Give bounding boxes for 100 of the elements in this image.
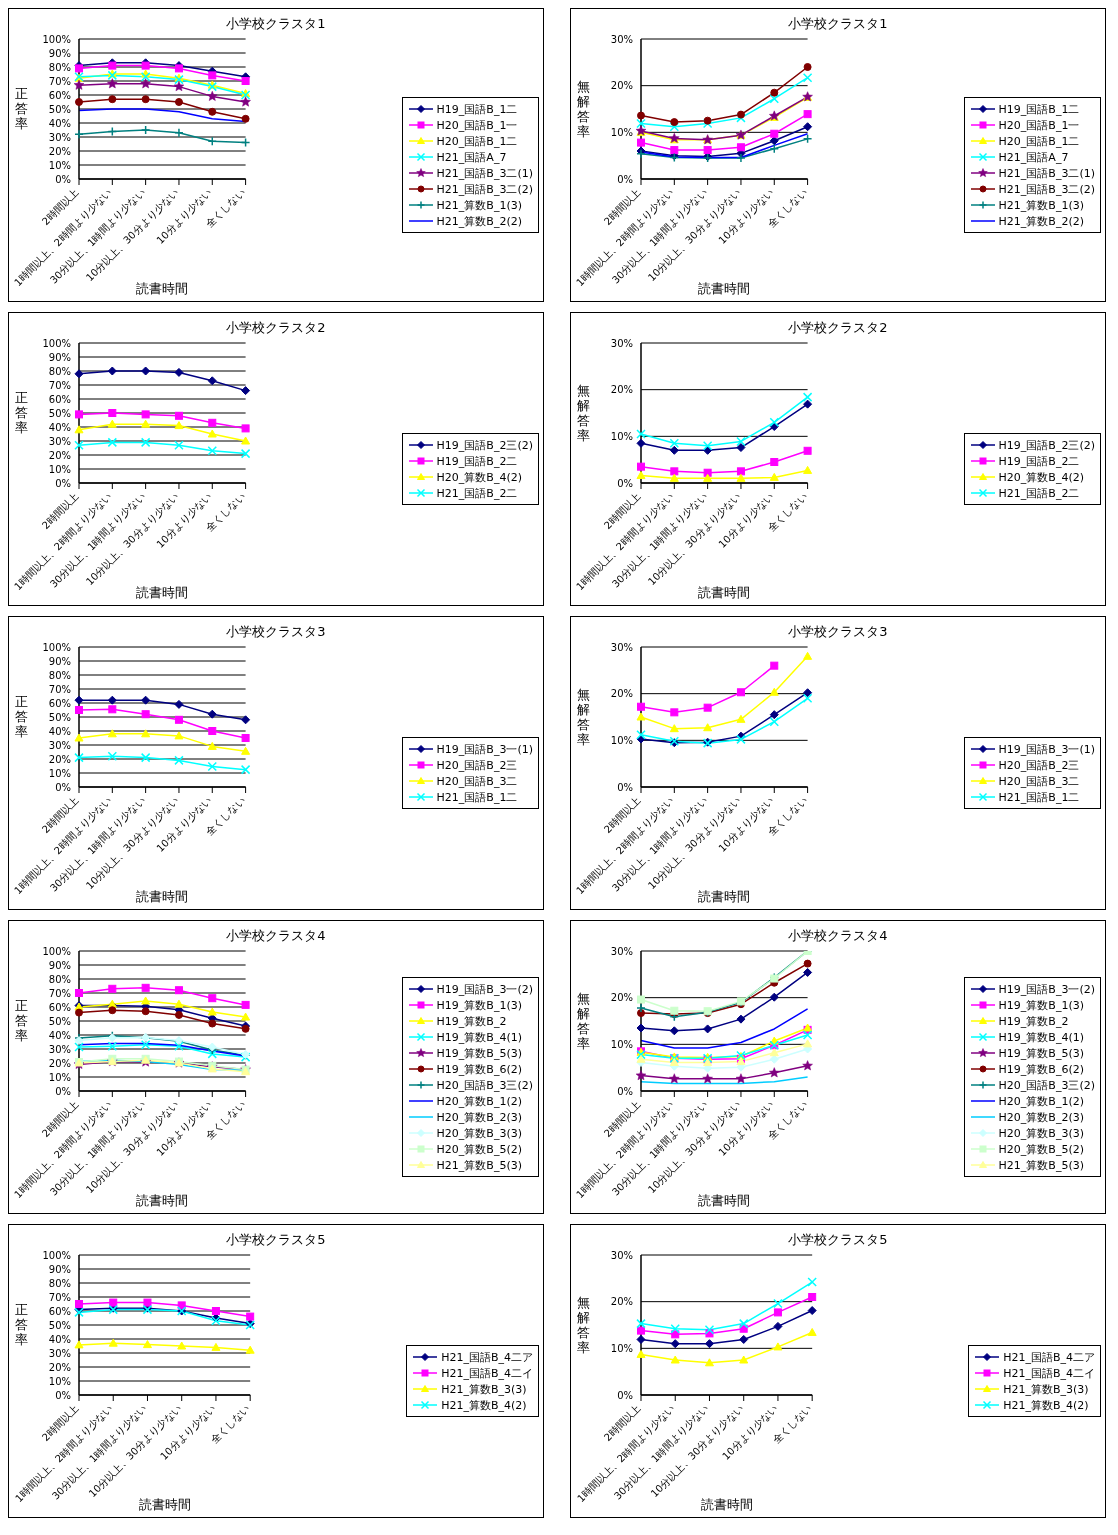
- x-axis-title: 読書時間: [136, 1193, 189, 1208]
- y-axis-title: 無解答率: [576, 991, 590, 1051]
- legend-label: H19_国語B_3一(1): [998, 741, 1095, 757]
- legend-label: H19_算数B_5(3): [436, 1045, 522, 1061]
- y-tick-label: 30%: [48, 1043, 71, 1055]
- text: 小学校クラスタ1: [787, 15, 889, 33]
- y-tick-label: 100%: [42, 1249, 71, 1261]
- y-tick-label: 80%: [48, 365, 71, 377]
- y-tick-label: 0%: [617, 173, 633, 185]
- legend-label: H19_算数B_1(3): [998, 997, 1084, 1013]
- text: 小学校クラスタ2: [787, 319, 889, 337]
- y-tick-label: 0%: [55, 781, 71, 793]
- y-tick-label: 30%: [610, 641, 633, 653]
- y-tick-label: 90%: [48, 351, 71, 363]
- y-tick-label: 50%: [48, 711, 71, 723]
- legend-label: H20_算数B_2(3): [998, 1109, 1084, 1125]
- y-tick-label: 0%: [55, 477, 71, 489]
- y-tick-label: 30%: [48, 1347, 71, 1359]
- legend-label: H21_国語B_3二(1): [998, 165, 1095, 181]
- y-tick-label: 80%: [48, 1277, 71, 1289]
- legend-label: H19_算数B_2: [436, 1013, 507, 1029]
- x-axis-title: 読書時間: [698, 889, 751, 904]
- legend-label: H19_国語B_2二: [436, 453, 518, 469]
- y-tick-label: 30%: [610, 1249, 633, 1261]
- x-axis-title: 読書時間: [136, 585, 189, 600]
- legend-label: H21_国語B_3二(2): [998, 181, 1095, 197]
- legend-label: H20_算数B_3(3): [998, 1125, 1084, 1141]
- y-tick-label: 100%: [42, 33, 71, 45]
- y-tick-label: 10%: [610, 734, 633, 746]
- y-tick-label: 0%: [617, 1085, 633, 1097]
- y-axis-title: 無解答率: [576, 1295, 590, 1355]
- y-tick-label: 10%: [48, 1375, 71, 1387]
- y-tick-label: 10%: [610, 1038, 633, 1050]
- y-tick-label: 20%: [610, 1296, 633, 1308]
- legend-label: H19_国語B_2三(2): [998, 437, 1095, 453]
- y-tick-label: 10%: [48, 463, 71, 475]
- y-tick-label: 30%: [610, 33, 633, 45]
- y-tick-label: 20%: [48, 449, 71, 461]
- y-tick-label: 70%: [48, 1291, 71, 1303]
- y-tick-label: 30%: [48, 739, 71, 751]
- legend-label: H21_算数B_5(3): [436, 1157, 522, 1173]
- y-tick-label: 90%: [48, 1263, 71, 1275]
- y-tick-label: 80%: [48, 669, 71, 681]
- y-tick-label: 50%: [48, 407, 71, 419]
- y-tick-label: 50%: [48, 1015, 71, 1027]
- y-tick-label: 0%: [55, 1085, 71, 1097]
- text: 小学校クラスタ4: [787, 927, 889, 945]
- legend-label: H20_算数B_1(2): [998, 1093, 1084, 1109]
- legend-label: H19_算数B_4(1): [436, 1029, 522, 1045]
- y-tick-label: 30%: [48, 435, 71, 447]
- y-tick-label: 80%: [48, 973, 71, 985]
- y-tick-label: 20%: [610, 688, 633, 700]
- y-tick-label: 90%: [48, 655, 71, 667]
- legend-label: H20_算数B_3(3): [436, 1125, 522, 1141]
- y-tick-label: 60%: [48, 393, 71, 405]
- y-tick-label: 10%: [610, 1342, 633, 1354]
- legend-label: H19_国語B_3一(2): [436, 981, 533, 997]
- x-axis-title: 読書時間: [700, 1497, 753, 1512]
- legend-label: H20_国語B_3三(2): [436, 1077, 533, 1093]
- y-tick-label: 60%: [48, 1305, 71, 1317]
- y-tick-label: 20%: [610, 992, 633, 1004]
- y-tick-label: 90%: [48, 47, 71, 59]
- y-tick-label: 40%: [48, 725, 71, 737]
- y-tick-label: 20%: [48, 1057, 71, 1069]
- y-tick-label: 90%: [48, 959, 71, 971]
- y-tick-label: 10%: [610, 126, 633, 138]
- legend-label: H21_算数B_5(3): [998, 1157, 1084, 1173]
- legend-label: H20_国語B_1二: [436, 133, 518, 149]
- chart-title: 小学校クラスタ5: [225, 1231, 327, 1249]
- legend-label: H21_国語B_3二(2): [436, 181, 533, 197]
- text: 小学校クラスタ1: [225, 15, 327, 33]
- y-tick-label: 30%: [610, 337, 633, 349]
- legend-label: H21_算数B_3(3): [1003, 1381, 1089, 1397]
- legend-label: H21_算数B_2(2): [436, 213, 522, 229]
- legend-label: H21_算数B_3(3): [441, 1381, 527, 1397]
- legend-label: H20_算数B_5(2): [436, 1141, 522, 1157]
- y-tick-label: 20%: [48, 145, 71, 157]
- legend-label: H19_国語B_3一(2): [998, 981, 1095, 997]
- legend-label: H20_算数B_1(2): [436, 1093, 522, 1109]
- legend-label: H20_国語B_2三: [436, 757, 518, 773]
- legend-label: H19_国語B_3一(1): [436, 741, 533, 757]
- text: 小学校クラスタ3: [787, 623, 889, 641]
- legend-label: H21_算数B_2(2): [998, 213, 1084, 229]
- y-tick-label: 0%: [617, 781, 633, 793]
- y-tick-label: 0%: [55, 173, 71, 185]
- legend-label: H21_国語B_2二: [998, 485, 1080, 501]
- y-tick-label: 0%: [617, 477, 633, 489]
- y-tick-label: 50%: [48, 1319, 71, 1331]
- legend-label: H19_国語B_1二: [998, 101, 1080, 117]
- legend-label: H20_算数B_4(2): [998, 469, 1084, 485]
- y-tick-label: 0%: [617, 1389, 633, 1401]
- y-axis-title: 無解答率: [576, 687, 590, 747]
- legend-label: H21_国語B_3二(1): [436, 165, 533, 181]
- y-tick-label: 100%: [42, 337, 71, 349]
- legend-label: H20_国語B_3三(2): [998, 1077, 1095, 1093]
- legend-label: H20_算数B_5(2): [998, 1141, 1084, 1157]
- legend-label: H20_国語B_1二: [998, 133, 1080, 149]
- y-axis-title: 正答率: [14, 998, 28, 1043]
- y-tick-label: 80%: [48, 61, 71, 73]
- legend-label: H21_国語A_7: [998, 149, 1069, 165]
